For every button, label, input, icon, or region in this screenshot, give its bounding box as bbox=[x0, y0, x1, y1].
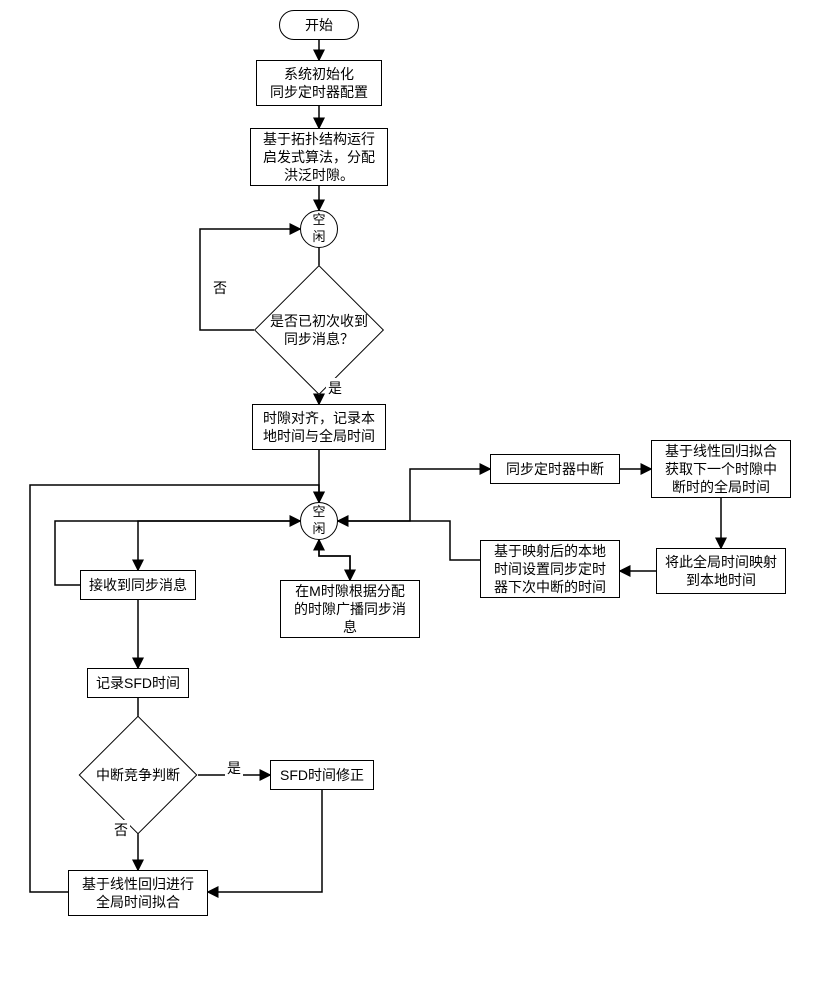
flowchart-edges bbox=[0, 0, 822, 1000]
node-d2 bbox=[79, 716, 198, 835]
node-align: 时隙对齐，记录本地时间与全局时间 bbox=[252, 404, 386, 450]
node-topo: 基于拓扑结构运行启发式算法，分配洪泛时隙。 bbox=[250, 128, 388, 186]
node-sfdcorr-label: SFD时间修正 bbox=[280, 766, 364, 784]
node-linreg-label: 基于线性回归拟合获取下一个时隙中断时的全局时间 bbox=[665, 442, 777, 497]
node-broadcast-label: 在M时隙根据分配的时隙广播同步消息 bbox=[294, 582, 406, 637]
node-setnext: 基于映射后的本地时间设置同步定时器下次中断的时间 bbox=[480, 540, 620, 598]
node-start: 开始 bbox=[279, 10, 359, 40]
node-idle2: 空闲 bbox=[300, 502, 338, 540]
node-topo-label: 基于拓扑结构运行启发式算法，分配洪泛时隙。 bbox=[263, 130, 375, 185]
node-start-label: 开始 bbox=[305, 16, 333, 34]
node-recsfd: 记录SFD时间 bbox=[87, 668, 189, 698]
edge-label: 否 bbox=[112, 820, 130, 840]
node-idle1-label: 空闲 bbox=[307, 212, 331, 246]
node-maplocal: 将此全局时间映射到本地时间 bbox=[656, 548, 786, 594]
node-init-label: 系统初始化同步定时器配置 bbox=[270, 65, 368, 101]
node-align-label: 时隙对齐，记录本地时间与全局时间 bbox=[263, 409, 375, 445]
node-recvsync: 接收到同步消息 bbox=[80, 570, 196, 600]
node-idle2-label: 空闲 bbox=[307, 504, 331, 538]
edge-label: 是 bbox=[225, 758, 243, 778]
node-sfdcorr: SFD时间修正 bbox=[270, 760, 374, 790]
node-d1 bbox=[254, 265, 384, 395]
node-timerint-label: 同步定时器中断 bbox=[506, 460, 604, 478]
node-broadcast: 在M时隙根据分配的时隙广播同步消息 bbox=[280, 580, 420, 638]
node-init: 系统初始化同步定时器配置 bbox=[256, 60, 382, 106]
node-idle1: 空闲 bbox=[300, 210, 338, 248]
edge-label: 是 bbox=[326, 378, 344, 398]
node-fitglobal-label: 基于线性回归进行全局时间拟合 bbox=[82, 875, 194, 911]
node-timerint: 同步定时器中断 bbox=[490, 454, 620, 484]
node-recvsync-label: 接收到同步消息 bbox=[89, 576, 187, 594]
node-maplocal-label: 将此全局时间映射到本地时间 bbox=[665, 553, 777, 589]
node-setnext-label: 基于映射后的本地时间设置同步定时器下次中断的时间 bbox=[494, 542, 606, 597]
node-recsfd-label: 记录SFD时间 bbox=[96, 674, 180, 692]
node-linreg: 基于线性回归拟合获取下一个时隙中断时的全局时间 bbox=[651, 440, 791, 498]
edge-label: 否 bbox=[211, 278, 229, 298]
node-fitglobal: 基于线性回归进行全局时间拟合 bbox=[68, 870, 208, 916]
